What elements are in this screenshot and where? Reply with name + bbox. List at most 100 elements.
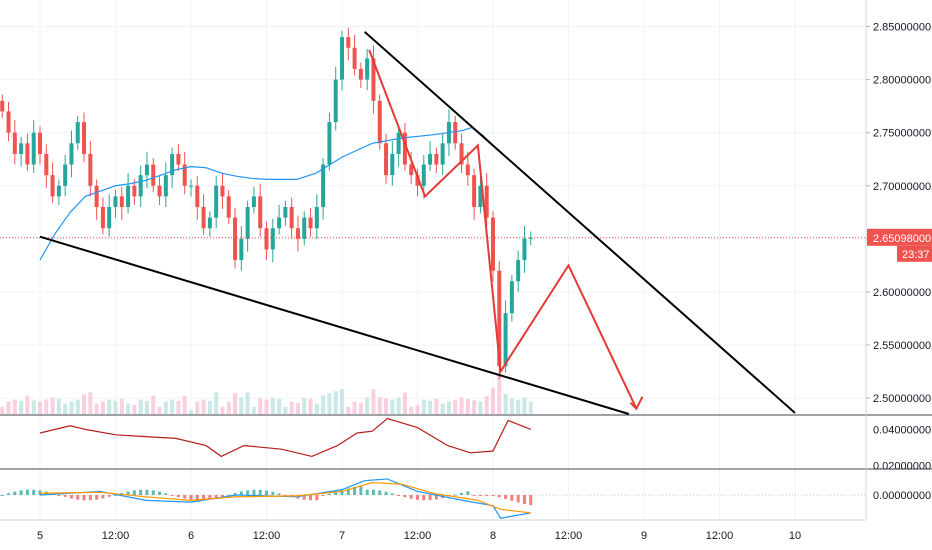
macd-histogram-bar xyxy=(403,495,407,498)
volume-bar xyxy=(503,394,508,414)
candle-body xyxy=(44,153,49,176)
macd-histogram-bar xyxy=(88,495,92,501)
x-tick-label: 9 xyxy=(641,530,647,542)
y-tick-label: 2.70000000 xyxy=(873,181,931,193)
candle-body xyxy=(69,143,74,165)
volume-bar xyxy=(270,397,275,414)
macd-histogram-bar xyxy=(453,494,457,496)
macd-histogram-bar xyxy=(82,495,86,501)
price-axis[interactable]: 2.85000000 2.80000000 2.75000000 2.70000000… xyxy=(866,22,932,502)
y-tick-label: 2.55000000 xyxy=(873,340,931,352)
macd-histogram-bar xyxy=(63,495,67,497)
macd-histogram-bar xyxy=(233,492,237,495)
time-axis[interactable]: 5 12:00 6 12:00 7 12:00 8 12:00 9 12:00 10 xyxy=(37,530,801,542)
candle-body xyxy=(415,175,420,186)
macd-histogram-bar xyxy=(265,490,268,495)
red-pattern-drawing[interactable] xyxy=(368,49,644,411)
candle-body xyxy=(491,217,495,271)
candle-body xyxy=(19,143,24,154)
macd-histogram-bar xyxy=(145,489,149,495)
macd-histogram-bar xyxy=(497,495,501,498)
candle-body xyxy=(239,238,244,261)
candle-body xyxy=(509,281,514,314)
candle-body xyxy=(264,228,269,250)
candle-body xyxy=(25,143,30,165)
volume-bar xyxy=(509,398,514,414)
macd-histogram-bar xyxy=(504,495,508,499)
oscillator-line xyxy=(39,417,531,458)
lower-trendline xyxy=(39,235,630,415)
volume-bar xyxy=(277,398,282,414)
x-tick-label: 12:00 xyxy=(706,530,734,542)
volume-bar xyxy=(56,398,61,414)
macd-histogram-bar xyxy=(183,495,187,499)
volume-bar xyxy=(31,400,36,414)
volume-bar xyxy=(340,389,344,414)
macd-histogram-bar xyxy=(158,491,162,495)
trendlines[interactable] xyxy=(39,31,796,415)
volume-bar xyxy=(390,399,395,414)
volume-bar xyxy=(189,410,193,414)
pattern-arrow-head xyxy=(629,396,644,411)
pane-separators xyxy=(0,0,932,521)
candle-body xyxy=(88,153,93,186)
candle-body xyxy=(528,237,533,239)
volume-bar xyxy=(472,400,477,414)
volume-bar xyxy=(365,397,370,414)
volume-bar xyxy=(245,392,250,414)
candle-body xyxy=(163,175,168,197)
volume-bar xyxy=(207,400,212,414)
x-tick-label: 7 xyxy=(339,530,345,542)
moving-average-line xyxy=(39,126,494,261)
volume-bar xyxy=(220,406,225,414)
macd-histogram-bar xyxy=(0,495,4,496)
macd-histogram-bar xyxy=(346,488,350,495)
candle-body xyxy=(119,196,124,207)
macd-histogram-bar xyxy=(76,495,80,500)
moving-average-series xyxy=(39,126,494,261)
volume-bar xyxy=(446,401,451,414)
candle-body xyxy=(113,196,118,207)
volume-bar xyxy=(497,374,502,414)
volume-bar xyxy=(440,403,445,414)
macd-histogram-bar xyxy=(139,489,143,495)
macd-histogram-bar xyxy=(315,495,319,501)
macd-histogram-bar xyxy=(176,495,180,497)
volume-bar xyxy=(371,389,376,414)
volume-bar xyxy=(119,398,124,414)
volume-bar xyxy=(107,399,112,414)
countdown-tag xyxy=(897,245,932,262)
volume-bar xyxy=(100,401,105,414)
candle-body xyxy=(132,185,137,197)
candle-body xyxy=(0,100,5,112)
macd-histogram-bar xyxy=(13,491,17,495)
macd-histogram-bar xyxy=(510,495,514,501)
macd-histogram-bar xyxy=(371,489,375,495)
candle-body xyxy=(189,185,193,187)
candle-body xyxy=(453,122,458,144)
volume-bar xyxy=(402,392,407,414)
macd-histogram-bar xyxy=(409,495,413,499)
volume-bar xyxy=(352,401,357,414)
y-tick-label: 2.50000000 xyxy=(873,393,931,405)
candle-body xyxy=(75,122,80,144)
macd-histogram-bar xyxy=(258,489,262,495)
candle-body xyxy=(201,207,206,229)
volume-bar xyxy=(44,399,49,414)
macd-histogram-bar xyxy=(132,490,136,495)
candle-body xyxy=(245,207,250,239)
macd-histogram-bar xyxy=(107,495,111,497)
volume-bar xyxy=(251,406,256,414)
macd-histogram-bar xyxy=(246,490,250,495)
pattern-path xyxy=(368,49,638,410)
y-tick-label: 2.60000000 xyxy=(873,287,931,299)
candle-body xyxy=(377,100,382,144)
macd-histogram-bar xyxy=(466,491,470,495)
macd-histogram-bar xyxy=(460,492,464,495)
macd-histogram-bar xyxy=(422,495,426,501)
macd-histogram-bar xyxy=(416,495,419,500)
macd-histogram-bar xyxy=(491,495,495,496)
volume-bar xyxy=(459,397,464,414)
volume-bar xyxy=(491,388,495,414)
